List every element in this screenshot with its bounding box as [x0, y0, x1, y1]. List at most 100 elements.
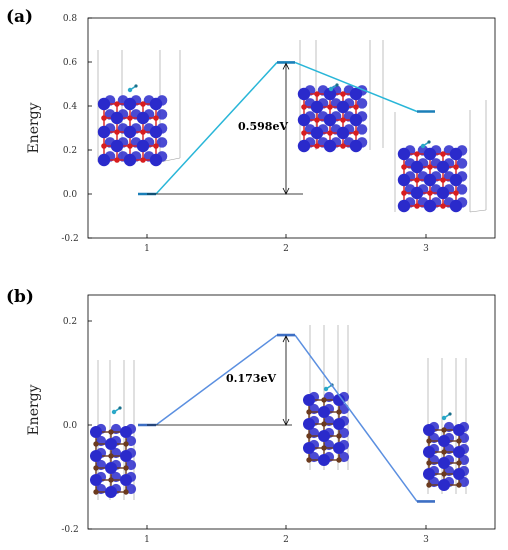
y-tick-label: 0.0	[63, 421, 78, 431]
x-tick-label: 2	[283, 244, 289, 254]
panel-b-energy-path: 0.173eV	[138, 333, 435, 503]
atom	[397, 199, 411, 213]
atom	[340, 143, 346, 149]
panel-b-y-ticks: -0.2 0.0 0.2	[61, 317, 92, 535]
atom	[427, 190, 433, 196]
adsorbate-atom	[111, 409, 117, 415]
adsorbate-atom	[323, 386, 329, 392]
panel-b-y-axis-label: Energy	[26, 384, 42, 435]
x-tick-label: 1	[144, 535, 150, 545]
atom	[90, 426, 102, 438]
atom	[105, 486, 117, 498]
atom	[353, 104, 359, 110]
panel-a-label: (a)	[6, 7, 33, 27]
atom	[314, 91, 320, 97]
atom	[105, 462, 117, 474]
atom	[356, 124, 368, 135]
atom	[108, 429, 114, 435]
atom	[306, 409, 312, 415]
atom	[441, 449, 447, 455]
atom	[423, 173, 437, 187]
atom	[123, 97, 137, 111]
atom	[90, 450, 102, 462]
atom	[423, 446, 435, 458]
atom	[441, 427, 447, 433]
y-tick-label: 0.0	[63, 190, 78, 200]
atom	[436, 160, 450, 174]
adsorbate-atom	[134, 84, 138, 88]
atom	[123, 125, 137, 139]
atom	[120, 450, 132, 462]
atom	[423, 468, 435, 480]
atom	[101, 143, 107, 149]
atom	[114, 157, 120, 163]
energy-connector	[155, 334, 278, 426]
atom	[456, 184, 468, 195]
atom	[136, 111, 150, 125]
panel-a-energy-path: 0.598eV	[138, 61, 435, 196]
atom	[297, 87, 311, 101]
atom	[336, 100, 350, 114]
atom	[333, 394, 345, 406]
panel-a-structure-3	[394, 100, 487, 213]
atom	[301, 104, 307, 110]
atom	[426, 438, 432, 444]
energy-connector	[155, 61, 278, 195]
atom	[349, 139, 363, 153]
atom	[423, 199, 437, 213]
atom	[327, 130, 333, 136]
energy-connector	[294, 61, 418, 113]
atom	[303, 442, 315, 454]
atom	[303, 394, 315, 406]
atom	[427, 164, 433, 170]
atom	[156, 109, 168, 120]
panel-a-structure-2	[297, 40, 384, 153]
atom	[297, 113, 311, 127]
atom	[108, 477, 114, 483]
atom	[333, 418, 345, 430]
atom	[306, 433, 312, 439]
atom	[440, 177, 446, 183]
panel-b-label: (b)	[6, 287, 34, 307]
panel-a: (a) Energy -0.2 0.0 0.2 0.4 0.6 0.8 1 2 3	[6, 7, 496, 254]
panel-b: (b) Energy -0.2 0.0 0.2 1 2 3	[6, 287, 496, 545]
atom	[456, 438, 462, 444]
atom	[140, 129, 146, 135]
atom	[440, 203, 446, 209]
atom	[97, 125, 111, 139]
atom	[127, 115, 133, 121]
atom	[153, 115, 159, 121]
atom	[318, 454, 330, 466]
atom	[336, 409, 342, 415]
atom	[314, 143, 320, 149]
atom	[440, 151, 446, 157]
atom	[321, 397, 327, 403]
atom	[438, 479, 450, 491]
atom	[123, 441, 129, 447]
atom	[156, 137, 168, 148]
atom	[90, 474, 102, 486]
atom	[110, 139, 124, 153]
atom	[449, 199, 463, 213]
atom	[93, 441, 99, 447]
atom	[441, 471, 447, 477]
atom	[123, 489, 129, 495]
atom	[456, 460, 462, 466]
atom	[110, 111, 124, 125]
atom	[153, 143, 159, 149]
y-tick-label: -0.2	[61, 525, 78, 535]
atom	[401, 164, 407, 170]
panel-b-plot-frame	[87, 294, 496, 530]
atom	[426, 460, 432, 466]
atom	[108, 453, 114, 459]
atom	[336, 457, 342, 463]
atom	[114, 101, 120, 107]
y-tick-label: -0.2	[61, 234, 78, 244]
atom	[120, 426, 132, 438]
atom	[323, 139, 337, 153]
atom	[410, 160, 424, 174]
atom	[340, 91, 346, 97]
x-tick-label: 1	[144, 244, 150, 254]
panel-a-structure-1	[97, 50, 181, 167]
atom	[127, 143, 133, 149]
